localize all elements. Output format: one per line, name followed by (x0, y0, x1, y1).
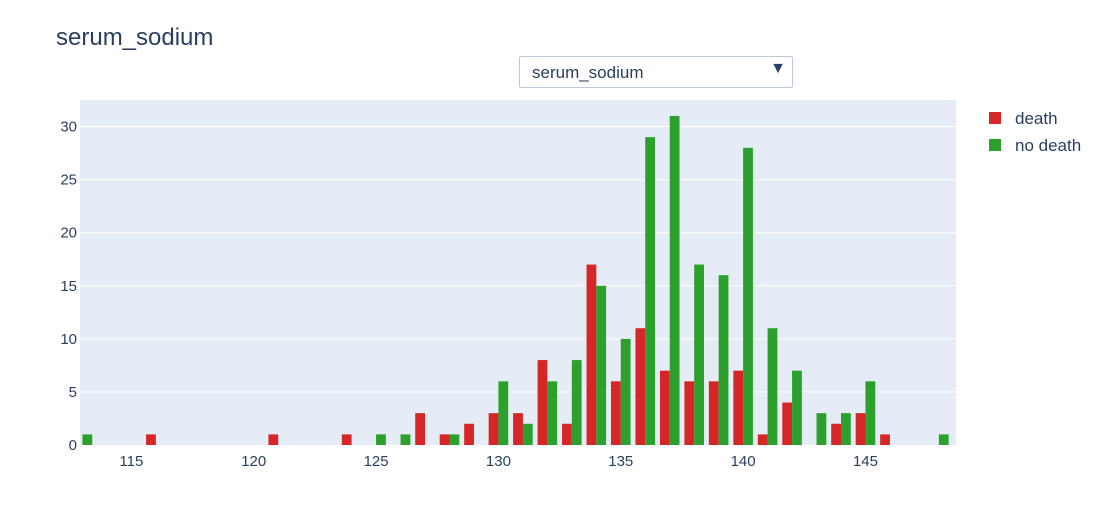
dropdown-selected-label: serum_sodium (532, 63, 644, 82)
legend-item-death[interactable]: death (989, 109, 1058, 128)
bar-no-death[interactable] (718, 275, 729, 445)
bar-no-death[interactable] (449, 434, 460, 445)
legend: death no death (989, 109, 1081, 155)
bars (82, 115, 949, 445)
y-tick-label: 25 (60, 172, 77, 189)
bar-no-death[interactable] (645, 137, 656, 445)
bar-death[interactable] (268, 434, 279, 445)
x-tick-labels: 115 120 125 130 135 140 145 (119, 453, 878, 470)
y-tick-labels: 0 5 10 15 20 25 30 (60, 119, 77, 454)
bar-death[interactable] (610, 381, 621, 445)
x-tick-label: 140 (731, 453, 756, 470)
chart-title: serum_sodium (56, 24, 214, 51)
bar-no-death[interactable] (694, 264, 704, 445)
bar-no-death[interactable] (767, 328, 778, 445)
bar-no-death[interactable] (571, 360, 582, 445)
bar-no-death[interactable] (596, 285, 607, 445)
variable-dropdown[interactable]: serum_sodium ▼ (519, 56, 793, 88)
bar-death[interactable] (757, 434, 768, 445)
bar-death[interactable] (562, 423, 572, 445)
bar-no-death[interactable] (816, 413, 827, 445)
bar-no-death[interactable] (792, 370, 802, 445)
y-tick-label: 0 (69, 437, 77, 454)
bar-death[interactable] (635, 328, 646, 445)
legend-label: death (1015, 109, 1058, 128)
legend-item-no-death[interactable]: no death (989, 136, 1081, 155)
plot-background (80, 100, 956, 445)
bar-death[interactable] (659, 370, 670, 445)
bar-death[interactable] (513, 413, 523, 445)
bar-death[interactable] (537, 360, 548, 445)
bar-no-death[interactable] (400, 434, 411, 445)
bar-death[interactable] (782, 402, 793, 445)
bar-no-death[interactable] (865, 381, 876, 445)
bar-death[interactable] (708, 381, 719, 445)
bar-death[interactable] (855, 413, 866, 445)
bar-death[interactable] (439, 434, 450, 445)
y-tick-label: 5 (69, 384, 77, 401)
bar-death[interactable] (415, 413, 426, 445)
bar-no-death[interactable] (498, 381, 509, 445)
bar-death[interactable] (684, 381, 695, 445)
x-tick-label: 120 (241, 453, 266, 470)
bar-no-death[interactable] (547, 381, 558, 445)
x-tick-label: 145 (853, 453, 878, 470)
legend-swatch (989, 112, 1001, 124)
x-tick-label: 125 (364, 453, 389, 470)
dropdown-arrow-icon: ▼ (770, 60, 786, 77)
y-tick-label: 15 (60, 278, 77, 295)
bar-death[interactable] (586, 264, 597, 445)
bar-death[interactable] (146, 434, 156, 445)
bar-no-death[interactable] (620, 338, 631, 445)
y-tick-label: 30 (60, 119, 77, 136)
x-tick-label: 115 (119, 453, 143, 470)
bar-death[interactable] (831, 423, 841, 445)
bar-no-death[interactable] (669, 115, 680, 445)
y-tick-label: 10 (60, 331, 77, 348)
bar-death[interactable] (464, 423, 474, 445)
legend-label: no death (1015, 136, 1081, 155)
x-tick-label: 135 (608, 453, 633, 470)
bar-no-death[interactable] (938, 434, 949, 445)
y-tick-label: 20 (60, 225, 77, 242)
bar-death[interactable] (880, 434, 890, 445)
bar-no-death[interactable] (82, 434, 93, 445)
bar-death[interactable] (488, 413, 499, 445)
x-tick-label: 130 (486, 453, 511, 470)
bar-no-death[interactable] (522, 423, 533, 445)
bar-no-death[interactable] (376, 434, 386, 445)
legend-swatch (989, 139, 1001, 151)
bar-no-death[interactable] (743, 147, 753, 445)
gridlines (80, 126, 956, 393)
bar-death[interactable] (733, 370, 744, 445)
bar-death[interactable] (341, 434, 352, 445)
bar-no-death[interactable] (840, 413, 851, 445)
